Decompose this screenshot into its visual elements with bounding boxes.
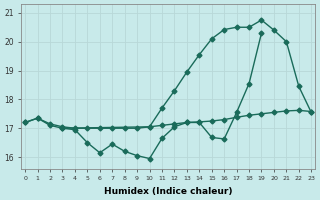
X-axis label: Humidex (Indice chaleur): Humidex (Indice chaleur)	[104, 187, 232, 196]
